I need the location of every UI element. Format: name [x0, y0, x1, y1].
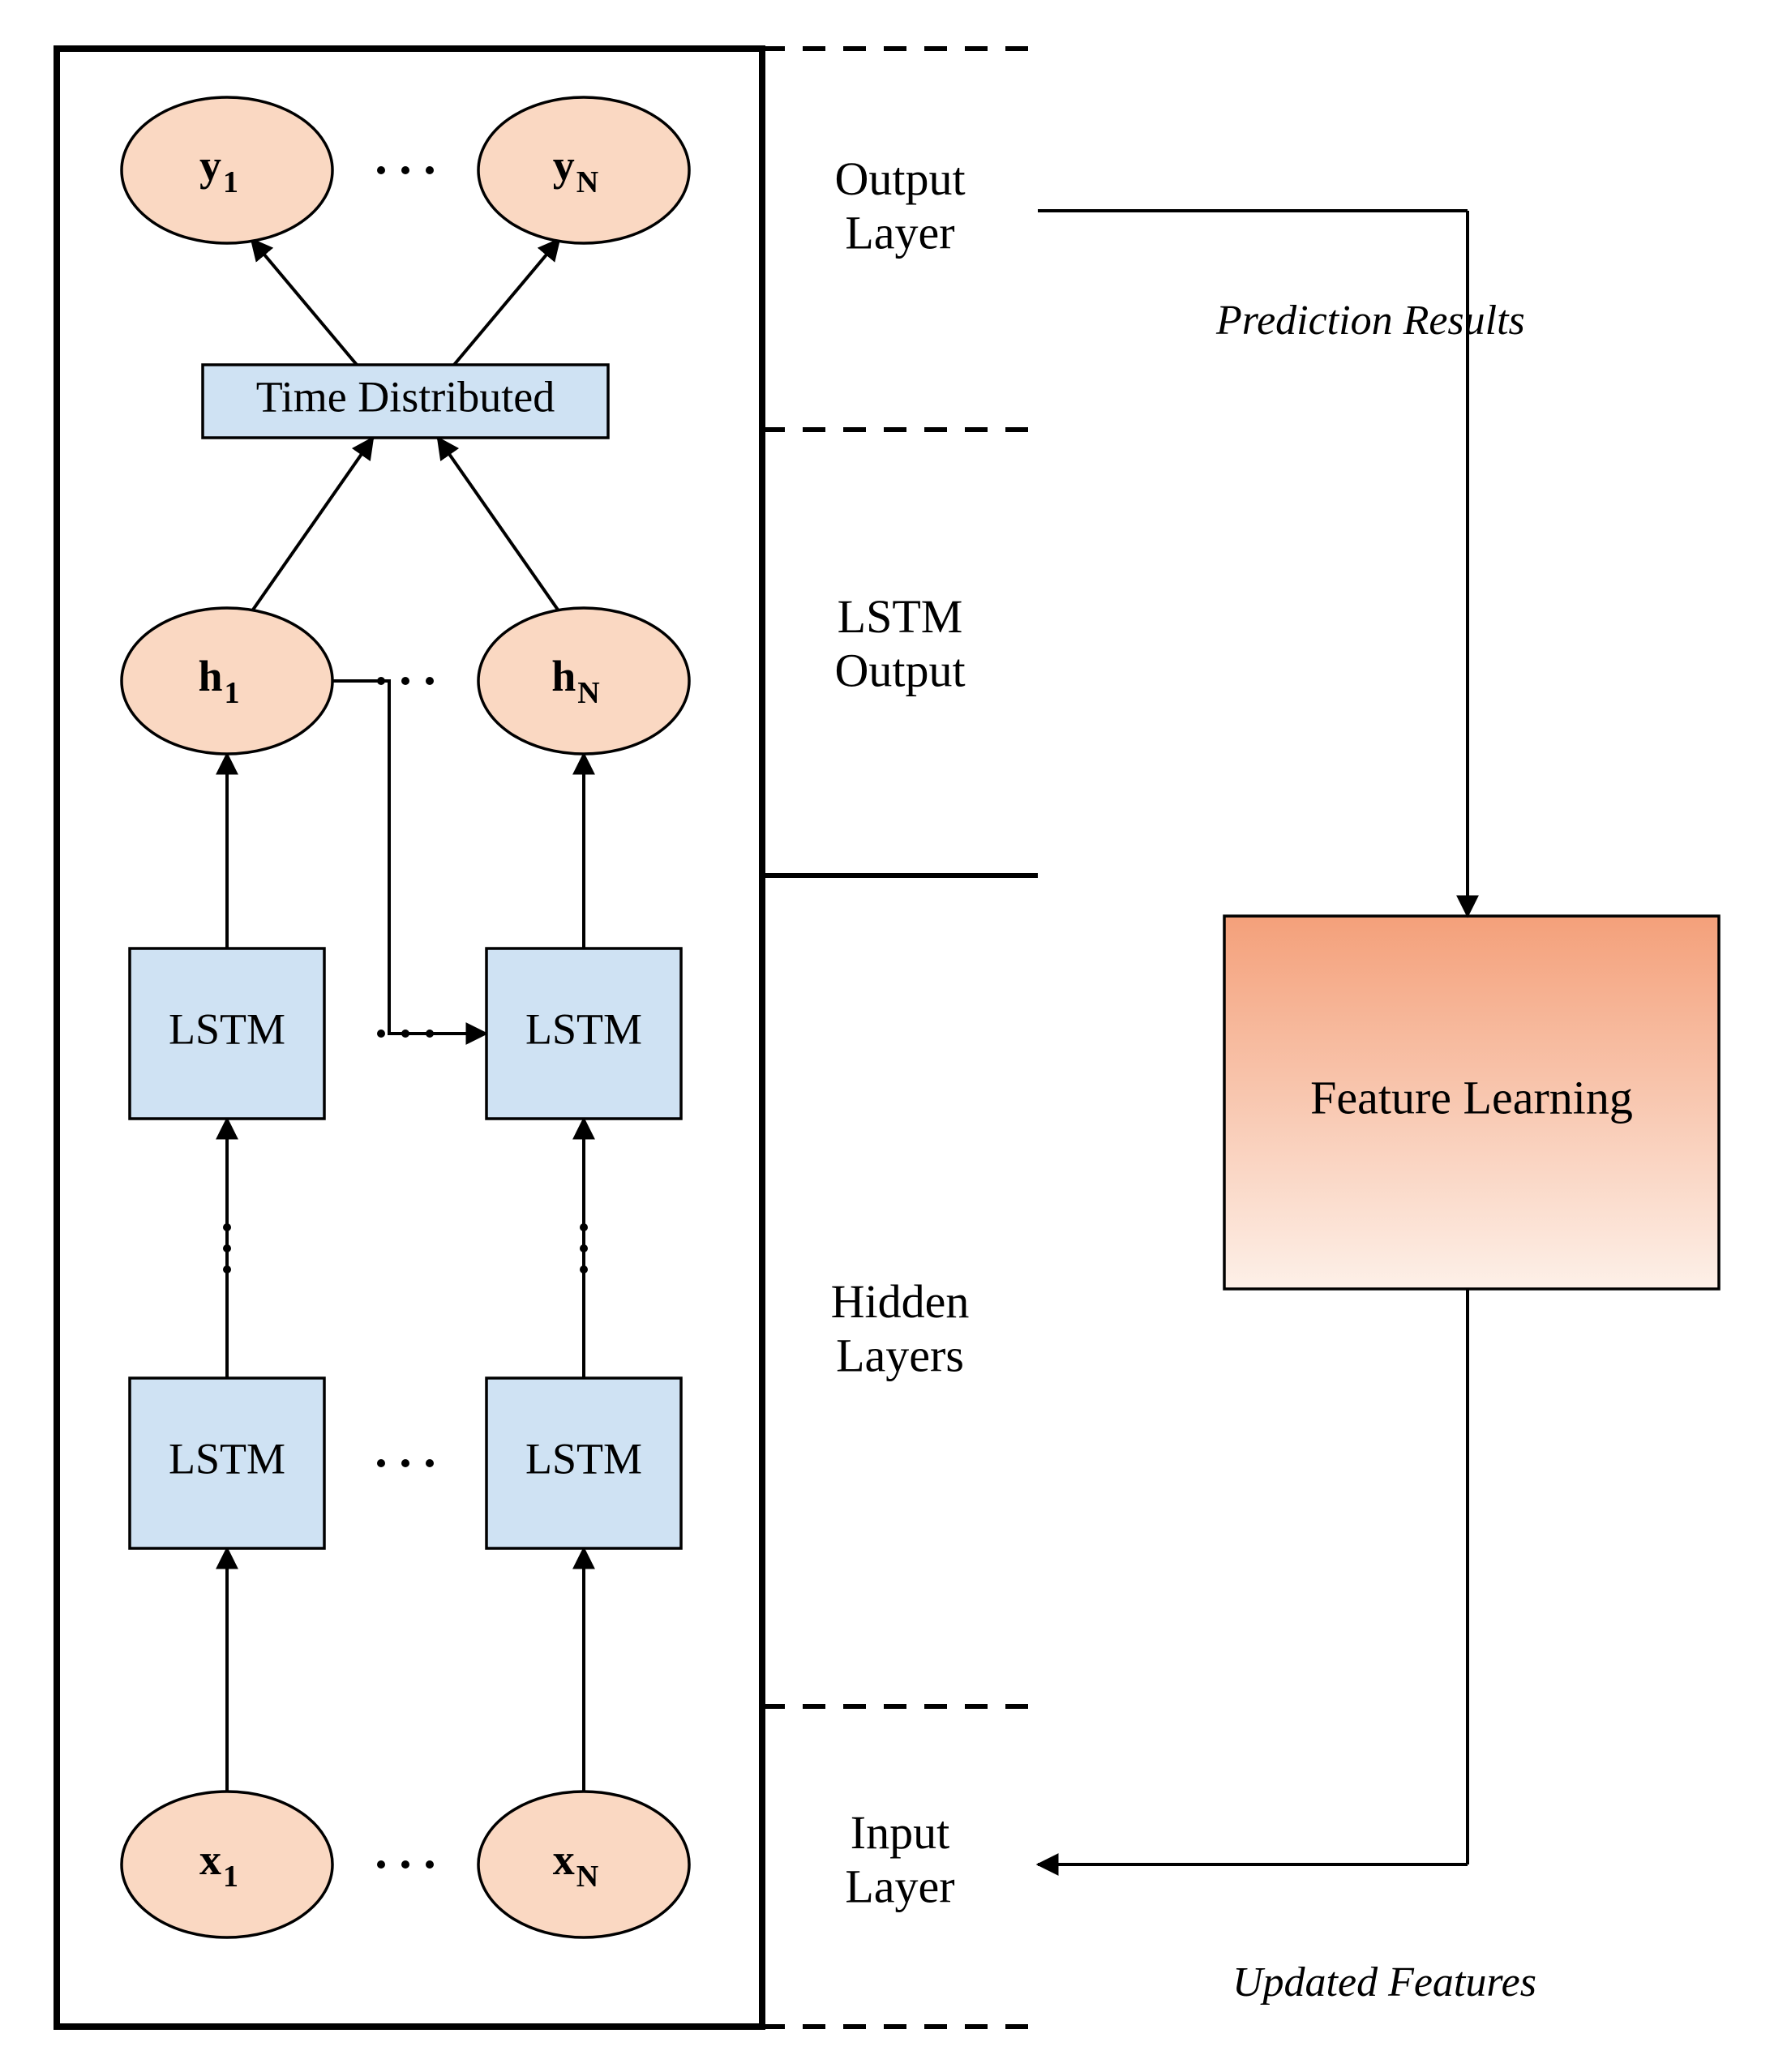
- arrow-h1-to-lstm1b: [332, 681, 486, 1034]
- node-hN: hN: [478, 608, 689, 754]
- vdots-0: [223, 1223, 231, 1274]
- svg-text:LSTM: LSTM: [525, 1004, 642, 1053]
- vdots-1: [580, 1223, 588, 1274]
- node-x1: x1: [122, 1792, 332, 1937]
- lstm-1a: LSTM: [130, 948, 324, 1119]
- svg-text:LSTM: LSTM: [169, 1434, 285, 1483]
- output-layer: OutputLayer: [834, 152, 965, 259]
- time-distributed-box: Time Distributed: [203, 365, 608, 438]
- svg-text:LSTM: LSTM: [169, 1004, 285, 1053]
- svg-text:Output: Output: [834, 152, 965, 205]
- lstm-2b: LSTM: [486, 1378, 681, 1548]
- svg-text:Layer: Layer: [845, 207, 954, 259]
- prediction-results: Prediction Results: [1215, 298, 1525, 344]
- updated-features: Updated Features: [1232, 1959, 1536, 2006]
- lstm-2a: LSTM: [130, 1378, 324, 1548]
- svg-text:Output: Output: [834, 644, 965, 697]
- arrow-td-y1: [251, 239, 357, 365]
- hidden-layers: HiddenLayers: [831, 1275, 970, 1382]
- svg-text:Input: Input: [851, 1806, 949, 1859]
- svg-text:LSTM: LSTM: [525, 1434, 642, 1483]
- input-layer: InputLayer: [845, 1806, 954, 1913]
- node-y1: y1: [122, 97, 332, 243]
- hdots-4: [377, 1860, 434, 1869]
- node-yN: yN: [478, 97, 689, 243]
- node-xN: xN: [478, 1792, 689, 1937]
- feature-learning-box: Feature Learning: [1224, 916, 1719, 1289]
- hdots-0: [377, 166, 434, 174]
- arrow-td-yN: [454, 239, 559, 365]
- svg-text:LSTM: LSTM: [838, 590, 963, 643]
- svg-text:Layers: Layers: [836, 1329, 964, 1382]
- arrow-hN-td: [438, 438, 559, 612]
- svg-text:Time Distributed: Time Distributed: [256, 372, 555, 421]
- node-h1: h1: [122, 608, 332, 754]
- svg-text:Feature Learning: Feature Learning: [1310, 1071, 1633, 1124]
- arrow-h1-td: [251, 438, 373, 612]
- hdots-3: [377, 1459, 434, 1467]
- svg-text:Layer: Layer: [845, 1860, 954, 1913]
- svg-text:Hidden: Hidden: [831, 1275, 970, 1328]
- lstm-1b: LSTM: [486, 948, 681, 1119]
- lstm-output: LSTMOutput: [834, 590, 965, 697]
